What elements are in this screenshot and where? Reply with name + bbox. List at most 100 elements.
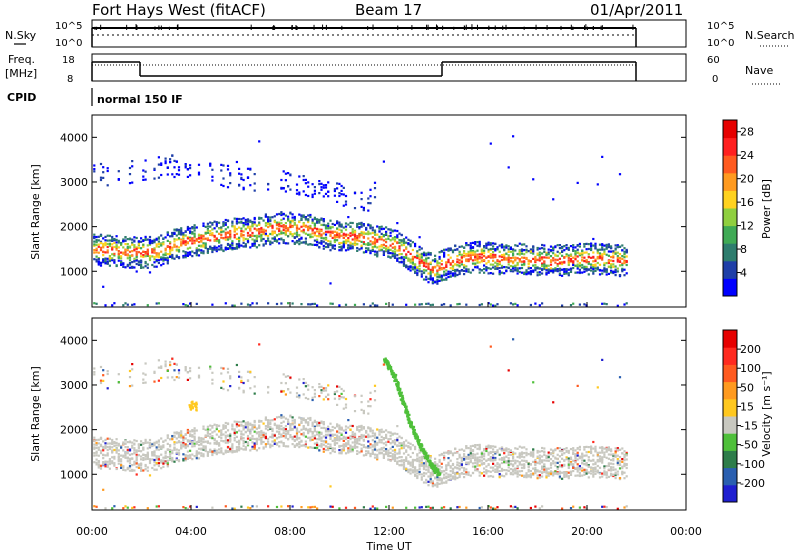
scatter-cell	[400, 233, 403, 237]
scatter-cell	[102, 259, 105, 262]
scatter-cell	[280, 414, 283, 417]
scatter-cell	[313, 216, 316, 219]
scatter-cell	[373, 399, 377, 402]
scatter-cell	[244, 447, 247, 450]
scatter-cell	[603, 264, 606, 267]
scatter-cell	[507, 260, 510, 263]
scatter-cell	[295, 430, 299, 433]
scatter-cell	[253, 221, 256, 224]
scatter-cell	[351, 450, 354, 453]
scatter-cell	[607, 260, 610, 263]
scatter-cell	[295, 241, 299, 244]
scatter-cell	[378, 226, 381, 229]
scatter-cell	[567, 274, 570, 277]
scatter-cell	[411, 469, 414, 472]
scatter-cell	[420, 457, 423, 460]
scatter-cell	[592, 265, 595, 268]
scatter-cell	[209, 164, 212, 167]
scatter-cell	[342, 447, 345, 450]
scatter-cell	[313, 392, 316, 395]
scatter-cell	[280, 505, 283, 508]
scatter-cell	[284, 375, 287, 378]
scatter-cell	[338, 385, 341, 388]
scatter-cell	[291, 302, 294, 305]
scatter-cell	[175, 457, 178, 460]
scatter-cell	[356, 239, 359, 242]
scatter-cell	[402, 459, 406, 462]
scatter-cell	[242, 442, 245, 445]
scatter-cell	[360, 426, 363, 429]
scatter-cell	[318, 435, 321, 438]
scatter-cell	[318, 433, 321, 436]
scatter-cell	[353, 444, 357, 447]
scatter-cell	[244, 430, 247, 433]
scatter-cell	[322, 443, 325, 446]
scatter-cell	[289, 173, 292, 176]
scatter-cell	[474, 241, 477, 244]
scatter-cell	[93, 373, 96, 376]
scatter-cell	[612, 251, 615, 254]
scatter-cell	[249, 431, 252, 434]
scatter-cell	[111, 449, 114, 452]
scatter-cell	[104, 235, 107, 238]
scatter-cell	[184, 254, 187, 257]
scatter-cell	[253, 424, 256, 427]
scatter-cell	[244, 237, 247, 241]
scatter-cell	[402, 264, 406, 267]
scatter-cell	[175, 376, 178, 379]
scatter-cell	[122, 465, 125, 468]
scatter-cell	[342, 445, 345, 449]
scatter-cell	[353, 243, 357, 246]
scatter-cell	[166, 233, 169, 237]
scatter-cell	[311, 183, 314, 186]
scatter-cell	[601, 255, 604, 258]
scatter-cell	[353, 237, 357, 240]
scatter-cell	[282, 427, 285, 430]
scatter-cell	[186, 444, 189, 447]
scatter-cell	[224, 451, 227, 454]
scatter-cell	[549, 260, 553, 263]
scatter-cell	[106, 245, 109, 249]
scatter-cell	[175, 441, 178, 444]
scatter-cell	[271, 419, 274, 422]
scatter-cell	[489, 253, 492, 256]
scatter-cell	[131, 384, 134, 387]
scatter-cell	[191, 440, 194, 443]
scatter-cell	[344, 222, 348, 225]
scatter-cell	[518, 258, 521, 261]
scatter-cell	[102, 463, 105, 466]
scatter-cell	[505, 252, 508, 255]
scatter-cell	[233, 450, 236, 453]
scatter-cell	[358, 429, 361, 432]
scatter-cell	[177, 232, 181, 235]
scatter-cell	[182, 506, 185, 509]
scatter-cell	[380, 428, 383, 431]
scatter-cell	[518, 270, 521, 274]
scatter-cell	[128, 448, 132, 451]
scatter-cell	[244, 446, 247, 449]
scatter-cell	[371, 242, 374, 245]
scatter-cell	[393, 441, 397, 444]
scatter-cell	[295, 438, 299, 441]
scatter-cell	[235, 222, 238, 225]
scatter-cell	[235, 425, 238, 428]
scatter-cell	[507, 254, 510, 257]
scatter-cell	[425, 505, 428, 508]
scatter-cell	[264, 215, 267, 218]
scatter-cell	[465, 254, 468, 257]
scatter-cell	[585, 261, 588, 264]
scatter-cell	[126, 460, 129, 463]
scatter-cell	[483, 255, 486, 258]
scatter-cell	[173, 166, 176, 169]
scatter-cell	[148, 438, 152, 442]
scatter-cell	[518, 253, 521, 256]
scatter-cell	[358, 451, 361, 454]
scatter-cell	[102, 244, 105, 247]
scatter-cell	[108, 257, 111, 260]
scatter-cell	[400, 241, 403, 244]
scatter-cell	[289, 233, 292, 236]
scatter-cell	[369, 251, 372, 254]
scatter-cell	[151, 263, 154, 267]
scatter-cell	[594, 244, 597, 248]
